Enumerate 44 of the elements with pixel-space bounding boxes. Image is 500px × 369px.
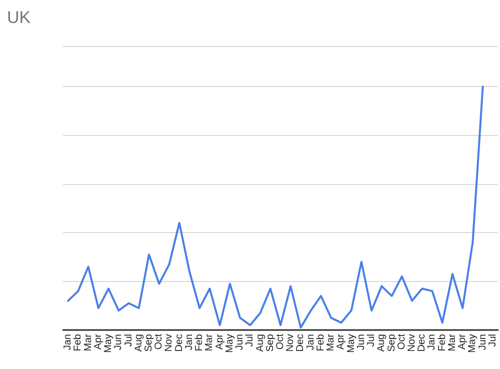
x-tick-label: Jul (244, 334, 256, 347)
x-tick-label: Oct (154, 334, 165, 350)
x-tick-label: Apr (457, 333, 468, 350)
x-tick-label: Feb (315, 334, 326, 352)
x-tick-label: Mar (446, 333, 458, 352)
x-tick-label: Nov (285, 334, 296, 352)
x-tick-label: May (224, 334, 236, 353)
x-tick-label: Jan (184, 334, 195, 350)
x-tick-label: Jul (487, 334, 498, 347)
x-tick-label: Jan (426, 334, 438, 350)
x-tick-label: Dec (295, 334, 306, 352)
x-tick-label: Mar (82, 333, 94, 352)
x-tick-label: Apr (92, 333, 104, 350)
x-tick-label: Mar (204, 333, 216, 352)
x-tick-label: Apr (214, 333, 226, 350)
x-tick-label: Sep (143, 334, 154, 352)
chart-title: UK (7, 8, 32, 27)
x-tick-label: Jan (305, 334, 316, 350)
x-tick-label: Sep (264, 334, 276, 352)
x-tick-label: Sep (386, 334, 398, 352)
x-tick-label: Mar (326, 333, 337, 352)
x-tick-label: May (103, 334, 114, 353)
x-tick-label: Dec (174, 334, 185, 352)
x-tick-label: Nov (164, 334, 175, 352)
x-tick-label: Aug (376, 334, 388, 352)
x-tick-label: Feb (72, 334, 84, 352)
x-tick-label: May (467, 334, 478, 353)
x-tick-label: Jul (366, 334, 378, 347)
x-tick-label: Oct (396, 334, 408, 350)
x-tick-label: Jul (123, 334, 134, 347)
x-tick-label: Apr (336, 333, 347, 350)
x-tick-label: Jun (356, 334, 367, 350)
x-tick-label: Feb (194, 334, 206, 352)
x-tick-label: Nov (406, 334, 418, 352)
x-tick-label: May (346, 334, 357, 353)
x-tick-label: Jan (62, 334, 74, 350)
x-tick-label: Jun (234, 334, 246, 350)
x-tick-label: Jun (477, 334, 488, 350)
x-tick-label: Feb (436, 334, 448, 352)
x-tick-label: Jun (113, 334, 124, 350)
x-tick-label: Aug (254, 334, 266, 352)
x-tick-label: Oct (275, 334, 286, 350)
x-tick-label: Aug (133, 334, 144, 352)
x-tick-label: Dec (416, 334, 428, 352)
